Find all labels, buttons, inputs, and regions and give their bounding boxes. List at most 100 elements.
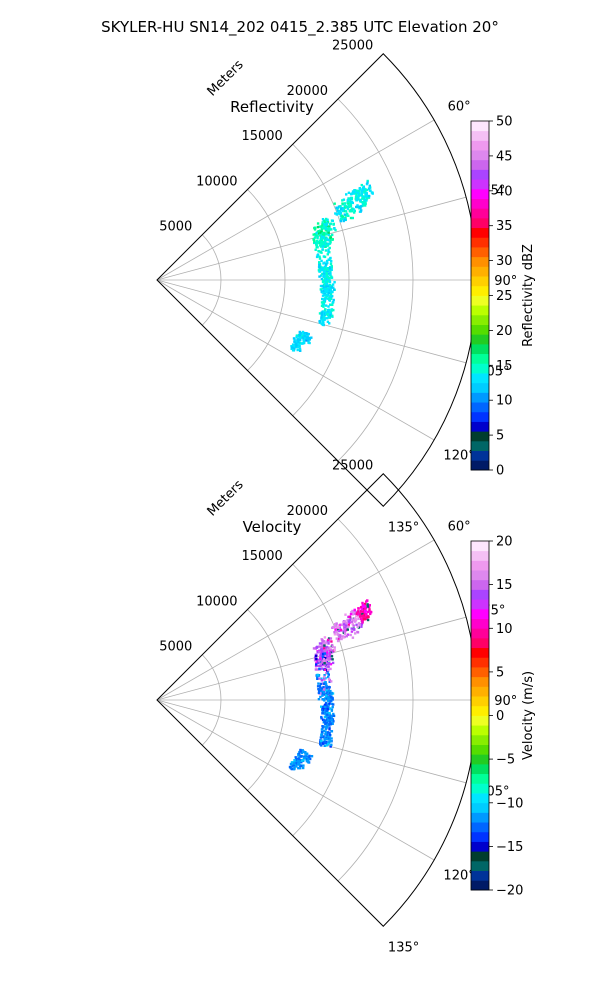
- echo-gate: [326, 708, 329, 711]
- echo-gate: [368, 184, 371, 187]
- echo-gate: [295, 335, 298, 339]
- echo-gate: [353, 620, 357, 623]
- echo-gate: [370, 191, 373, 194]
- echo-gate: [361, 605, 365, 609]
- echo-gate: [322, 305, 325, 308]
- echo-gate: [327, 258, 330, 261]
- echo-gate: [291, 343, 295, 346]
- echo-gate: [330, 680, 333, 683]
- colorbar-tick-label: 35: [496, 219, 513, 234]
- echo-gate: [326, 268, 329, 271]
- echo-gate: [331, 661, 335, 665]
- echo-gate: [299, 748, 302, 752]
- azimuth-spoke: [156, 119, 435, 281]
- colorbar-segment: [471, 460, 489, 471]
- colorbar-segment: [471, 579, 489, 590]
- echo-gate: [319, 686, 322, 689]
- echo-gate: [326, 640, 329, 643]
- echo-gate: [290, 345, 293, 348]
- reflectivity-panel: Reflectivity 5000 10000 15000 20000 25000 Mete…: [156, 39, 536, 536]
- echo-gate: [323, 652, 327, 655]
- echo-gate: [360, 190, 364, 193]
- colorbar-segment: [471, 608, 489, 619]
- colorbar-segment: [471, 363, 489, 374]
- echo-gate: [315, 661, 318, 665]
- echo-gate: [323, 277, 327, 281]
- echo-gate: [363, 602, 367, 606]
- echo-gate: [320, 645, 323, 648]
- echo-gate: [329, 650, 332, 654]
- echo-gate: [326, 696, 329, 699]
- echo-gate: [332, 288, 336, 291]
- echo-gate: [321, 280, 325, 284]
- colorbar-tick-label: −20: [496, 884, 523, 899]
- echo-gate: [323, 741, 326, 744]
- echo-gate: [323, 739, 326, 742]
- echo-gate: [322, 242, 326, 245]
- echo-gate: [327, 248, 330, 251]
- echo-gate: [307, 758, 310, 761]
- colorbar-segment: [471, 353, 489, 364]
- echo-gate: [350, 630, 354, 633]
- colorbar: 0 5 10 15 20 25 30 35 40 45 50 Reflectivity dBZ: [470, 115, 536, 479]
- echo-gate: [303, 335, 306, 338]
- echo-gate: [346, 633, 350, 636]
- colorbar-tick-label: 15: [496, 578, 513, 593]
- echo-gate: [341, 199, 344, 202]
- echo-gate: [354, 192, 357, 195]
- echo-gate: [321, 652, 325, 656]
- echo-gate: [315, 664, 318, 668]
- echo-gate: [324, 263, 328, 266]
- echo-gate: [300, 761, 303, 764]
- echo-gate: [326, 638, 330, 642]
- echo-gate: [304, 335, 307, 338]
- colorbar-segment: [471, 392, 489, 403]
- echo-gate: [330, 303, 333, 306]
- echo-gate: [348, 621, 351, 625]
- echo-gate: [290, 761, 294, 764]
- echo-gate: [351, 636, 355, 639]
- echo-gate: [332, 223, 335, 226]
- echo-gate: [323, 310, 326, 313]
- echo-gate: [320, 313, 323, 316]
- azimuth-tick-label: 120°: [443, 448, 474, 463]
- echo-gate: [301, 330, 305, 334]
- echo-gate: [323, 297, 327, 300]
- colorbar-segment: [471, 657, 489, 668]
- echo-gate: [296, 345, 299, 349]
- colorbar-tick-label: 25: [496, 289, 513, 304]
- echo-field: [288, 599, 373, 771]
- echo-gate: [356, 631, 360, 634]
- echo-gate: [346, 625, 350, 628]
- echo-gate: [325, 662, 328, 665]
- echo-gate: [325, 646, 328, 649]
- echo-gate: [322, 719, 326, 722]
- echo-gate: [345, 635, 348, 638]
- echo-gate: [324, 733, 327, 736]
- echo-gate: [306, 336, 310, 339]
- echo-gate: [352, 192, 356, 195]
- echo-gate: [325, 658, 329, 662]
- echo-gate: [325, 695, 328, 698]
- echo-gate: [295, 344, 298, 347]
- echo-gate: [316, 651, 319, 654]
- echo-gate: [321, 651, 324, 654]
- echo-gate: [322, 233, 325, 237]
- echo-gate: [327, 697, 330, 700]
- echo-gate: [360, 610, 363, 613]
- echo-gate: [318, 320, 321, 323]
- echo-gate: [328, 738, 331, 741]
- echo-gate: [325, 651, 329, 654]
- echo-gate: [327, 233, 331, 237]
- echo-gate: [296, 342, 300, 346]
- echo-gate: [328, 654, 331, 658]
- echo-gate: [328, 311, 332, 314]
- echo-gate: [329, 696, 333, 699]
- echo-gate: [362, 616, 365, 619]
- echo-gate: [302, 339, 305, 342]
- colorbar-segment: [471, 373, 489, 384]
- echo-gate: [321, 240, 325, 244]
- echo-gate: [318, 677, 321, 680]
- echo-gate: [321, 287, 324, 290]
- echo-gate: [327, 315, 330, 319]
